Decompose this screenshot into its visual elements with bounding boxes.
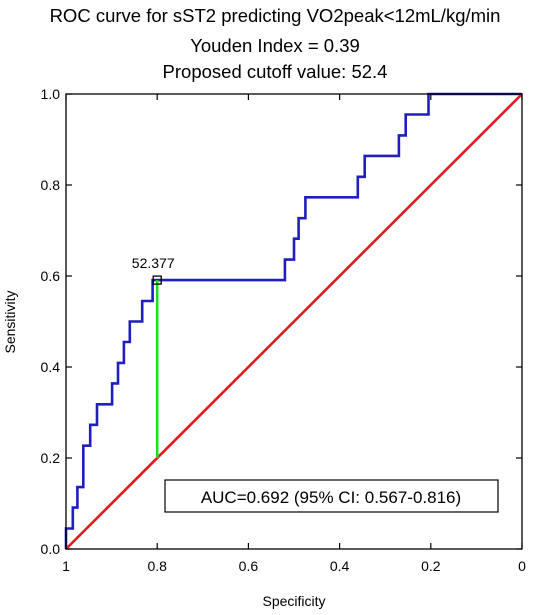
auc-annotation-frame — [164, 479, 499, 513]
roc-curve-line — [64, 92, 522, 549]
axes: 1 0.8 0.6 0.4 0.2 0 0.0 0.2 0.4 0.6 0.8 1.0 — [41, 86, 527, 574]
y-tick-label: 1.0 — [41, 86, 61, 102]
labels: Specificity Sensitivity AUC=0.692 (95% C… — [2, 290, 499, 609]
x-tick-label: 0.6 — [239, 558, 259, 574]
chart-title: ROC curve for sST2 predicting VO2peak<12… — [49, 5, 501, 26]
x-axis-label: Specificity — [262, 593, 325, 609]
auc-annotation-box: AUC=0.692 (95% CI: 0.567-0.816) — [164, 479, 499, 513]
plot-area: 52.377 — [64, 92, 523, 550]
x-tick-label: 0.2 — [421, 558, 441, 574]
cutoff-point-label: 52.377 — [132, 255, 175, 271]
cutoff-point-marker — [152, 275, 162, 285]
auc-annotation: AUC=0.692 (95% CI: 0.567-0.816) — [201, 488, 461, 507]
y-tick-label: 0.6 — [41, 268, 61, 284]
y-axis-label: Sensitivity — [2, 290, 18, 353]
youden-index-subtitle: Youden Index = 0.39 — [190, 35, 360, 56]
x-tick-label: 0.8 — [147, 558, 167, 574]
x-tick-label: 0 — [518, 558, 526, 574]
y-tick-label: 0.8 — [41, 177, 61, 193]
reference-diagonal-line — [65, 93, 523, 550]
cutoff-subtitle: Proposed cutoff value: 52.4 — [162, 61, 388, 82]
y-tick-label: 0.0 — [41, 541, 61, 557]
x-tick-label: 0.4 — [330, 558, 350, 574]
x-tick-label: 1 — [62, 558, 70, 574]
y-tick-label: 0.4 — [41, 359, 61, 375]
plot-frame — [65, 93, 523, 550]
y-tick-label: 0.2 — [41, 450, 61, 466]
